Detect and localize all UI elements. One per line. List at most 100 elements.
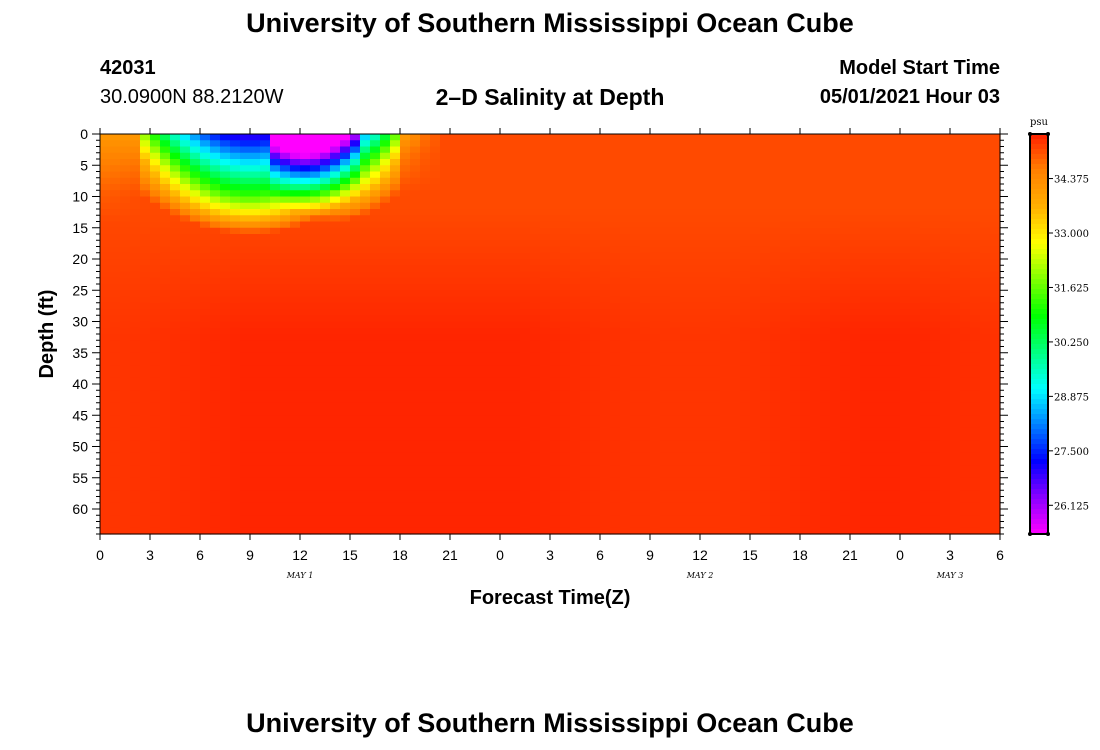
heatmap-cell <box>580 346 591 354</box>
heatmap-cell <box>780 521 791 529</box>
heatmap-cell <box>130 465 141 473</box>
heatmap-cell <box>350 184 361 191</box>
heatmap-cell <box>500 340 511 348</box>
heatmap-cell <box>280 415 291 423</box>
heatmap-cell <box>830 384 841 391</box>
heatmap-cell <box>120 496 131 504</box>
heatmap-cell <box>700 302 711 310</box>
heatmap-cell <box>200 290 211 298</box>
heatmap-cell <box>410 221 421 229</box>
chart-title: 2–D Salinity at Depth <box>435 84 665 110</box>
heatmap-cell <box>650 502 661 510</box>
heatmap-cell <box>200 327 211 335</box>
heatmap-cell <box>610 265 621 273</box>
heatmap-cell <box>380 302 391 310</box>
heatmap-cell <box>760 477 771 485</box>
heatmap-cell <box>310 352 321 360</box>
heatmap-cell <box>440 365 451 373</box>
heatmap-cell <box>560 521 571 529</box>
heatmap-cell <box>270 259 281 266</box>
heatmap-cell <box>640 134 651 141</box>
heatmap-cell <box>160 146 171 154</box>
heatmap-cell <box>720 527 731 535</box>
heatmap-cell <box>440 465 451 473</box>
heatmap-cell <box>120 265 131 273</box>
heatmap-cell <box>430 446 441 454</box>
heatmap-cell <box>340 415 351 423</box>
heatmap-cell <box>870 415 881 423</box>
heatmap-cell <box>230 265 241 273</box>
heatmap-cell <box>780 259 791 266</box>
heatmap-cell <box>700 509 711 516</box>
heatmap-cell <box>270 521 281 529</box>
heatmap-cell <box>700 165 711 173</box>
heatmap-cell <box>820 165 831 173</box>
heatmap-cell <box>810 502 821 510</box>
heatmap-cell <box>860 171 871 179</box>
heatmap-cell <box>130 334 141 341</box>
heatmap-cell <box>750 359 761 366</box>
heatmap-cell <box>570 209 581 216</box>
heatmap-cell <box>600 177 611 185</box>
heatmap-cell <box>720 152 731 160</box>
heatmap-cell <box>690 334 701 341</box>
heatmap-cell <box>840 421 851 429</box>
heatmap-cell <box>190 352 201 360</box>
heatmap-cell <box>190 190 201 198</box>
heatmap-cell <box>310 384 321 391</box>
heatmap-cell <box>390 284 401 291</box>
heatmap-cell <box>640 246 651 254</box>
heatmap-cell <box>120 140 131 148</box>
heatmap-cell <box>460 390 471 398</box>
heatmap-cell <box>820 396 831 404</box>
heatmap-cell <box>580 171 591 179</box>
heatmap-cell <box>490 246 501 254</box>
heatmap-cell <box>470 302 481 310</box>
heatmap-cell <box>340 402 351 410</box>
heatmap-cell <box>320 234 331 241</box>
heatmap-cell <box>340 334 351 341</box>
heatmap-cell <box>630 171 641 179</box>
heatmap-cell <box>200 490 211 498</box>
heatmap-cell <box>580 459 591 466</box>
heatmap-cell <box>740 452 751 460</box>
heatmap-cell <box>570 234 581 241</box>
heatmap-cell <box>200 402 211 410</box>
heatmap-cell <box>600 290 611 298</box>
heatmap-cell <box>170 384 181 391</box>
heatmap-cell <box>660 409 671 416</box>
heatmap-cell <box>160 509 171 516</box>
heatmap-cell <box>240 496 251 504</box>
heatmap-cell <box>140 302 151 310</box>
heatmap-cell <box>470 315 481 323</box>
heatmap-cell <box>110 427 121 435</box>
heatmap-cell <box>360 390 371 398</box>
heatmap-cell <box>300 415 311 423</box>
heatmap-cell <box>740 184 751 191</box>
heatmap-cell <box>310 446 321 454</box>
heatmap-cell <box>720 146 731 154</box>
heatmap-cell <box>560 284 571 291</box>
heatmap-cell <box>410 452 421 460</box>
heatmap-cell <box>520 296 531 304</box>
heatmap-cell <box>450 515 461 523</box>
heatmap-cell <box>160 234 171 241</box>
heatmap-cell <box>830 415 841 423</box>
heatmap-cell <box>730 277 741 285</box>
heatmap-cell <box>580 502 591 510</box>
heatmap-cell <box>390 309 401 316</box>
heatmap-cell <box>230 134 241 141</box>
heatmap-cell <box>830 502 841 510</box>
heatmap-cell <box>780 146 791 154</box>
heatmap-cell <box>300 484 311 491</box>
heatmap-cell <box>550 271 561 279</box>
heatmap-cell <box>780 315 791 323</box>
heatmap-cell <box>680 465 691 473</box>
heatmap-cell <box>250 252 261 260</box>
heatmap-cell <box>340 290 351 298</box>
heatmap-cell <box>750 309 761 316</box>
heatmap-cell <box>100 496 111 504</box>
heatmap-cell <box>250 290 261 298</box>
heatmap-cell <box>130 171 141 179</box>
heatmap-cell <box>380 315 391 323</box>
